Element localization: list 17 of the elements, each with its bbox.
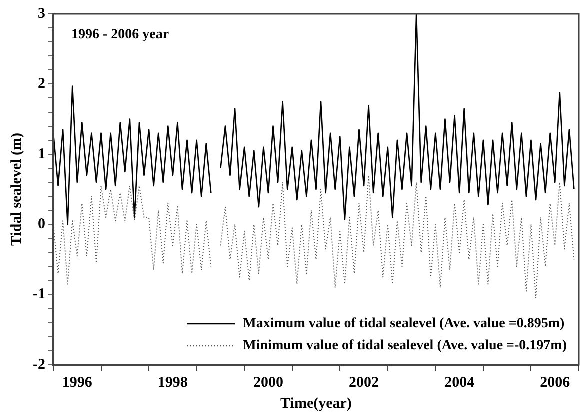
- y-tick-label: -1: [32, 286, 46, 303]
- x-tick-label: 2000: [253, 374, 284, 391]
- x-tick-label: 2002: [349, 374, 380, 391]
- y-tick-label: 1: [38, 146, 46, 162]
- y-tick-label: 3: [38, 6, 46, 22]
- x-tick-label: 2004: [444, 374, 476, 391]
- legend-label: Maximum value of tidal sealevel (Ave. value =0.895m): [243, 316, 565, 332]
- y-tick-label: -2: [32, 356, 46, 373]
- x-tick-label: 1996: [62, 374, 93, 391]
- y-axis-title: Tidal sealevel (m): [8, 132, 25, 246]
- x-axis-title: Time(year): [280, 396, 352, 412]
- legend-label: Minimum value of tidal sealevel (Ave. value =-0.197m): [243, 338, 568, 354]
- y-tick-label: 2: [38, 76, 46, 92]
- annotation: 1996 - 2006 year: [71, 28, 170, 43]
- x-tick-label: 1998: [158, 374, 188, 391]
- y-tick-label: 0: [38, 216, 46, 232]
- x-tick-label: 2006: [540, 374, 571, 391]
